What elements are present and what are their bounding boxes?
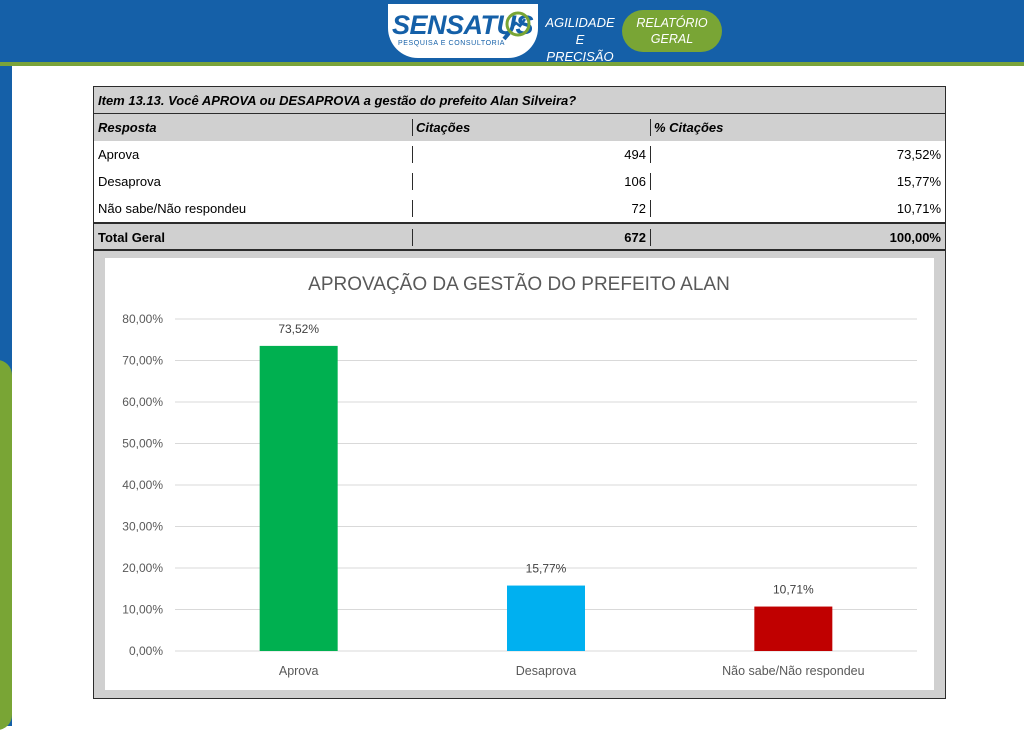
cell-percent: 15,77% [896,174,941,189]
data-label: 10,71% [773,583,814,597]
table-row: Não sabe/Não respondeu 72 10,71% [94,195,945,222]
cell-percent: 73,52% [896,147,941,162]
cell-resposta: Aprova [98,147,140,162]
column-header-resposta: Resposta [98,120,157,135]
column-separator [650,146,651,163]
column-separator [412,173,413,190]
y-tick-label: 60,00% [122,395,163,409]
magnifier-chart-icon [502,11,531,41]
data-label: 15,77% [526,562,567,576]
table-title-row: Item 13.13. Você APROVA ou DESAPROVA a g… [94,87,945,114]
column-separator [412,229,413,246]
y-tick-label: 10,00% [122,603,163,617]
column-separator [650,229,651,246]
header-divider [0,62,1024,66]
tagline: AGILIDADE E PRECISÃO [545,15,615,64]
cell-citacoes: 494 [624,147,646,162]
cell-total-label: Total Geral [98,230,165,245]
y-tick-label: 20,00% [122,561,163,575]
column-separator [650,200,651,217]
y-tick-label: 70,00% [122,354,163,368]
cell-resposta: Desaprova [98,174,161,189]
bar-chart: APROVAÇÃO DA GESTÃO DO PREFEITO ALAN 0,0… [122,273,917,678]
cell-percent: 10,71% [896,201,941,216]
y-tick-label: 40,00% [122,478,163,492]
column-separator [412,146,413,163]
column-separator [412,200,413,217]
table-header-row: Resposta Citações % Citações [94,114,945,141]
table-row: Aprova 494 73,52% [94,141,945,168]
y-tick-label: 80,00% [122,312,163,326]
brand-logo-subtitle: PESQUISA E CONSULTORIA [398,40,506,47]
x-tick-label: Desaprova [516,664,576,678]
column-separator [650,119,651,136]
chart-panel: APROVAÇÃO DA GESTÃO DO PREFEITO ALAN 0,0… [105,258,934,690]
y-tick-label: 30,00% [122,520,163,534]
report-badge: RELATÓRIO GERAL [622,10,722,52]
cell-total-percent: 100,00% [889,230,941,245]
column-header-percent: % Citações [654,120,724,135]
cell-citacoes: 106 [624,174,646,189]
left-accent-green [0,360,12,730]
column-separator [412,119,413,136]
column-separator [650,173,651,190]
y-tick-label: 0,00% [129,644,163,658]
cell-total-citacoes: 672 [624,230,646,245]
data-label: 73,52% [278,322,319,336]
x-tick-label: Não sabe/Não respondeu [722,664,865,678]
table-title: Item 13.13. Você APROVA ou DESAPROVA a g… [98,93,577,108]
column-header-citacoes: Citações [416,120,471,135]
table-total-row: Total Geral 672 100,00% [94,222,945,249]
cell-citacoes: 72 [631,201,646,216]
table-row: Desaprova 106 15,77% [94,168,945,195]
cell-resposta: Não sabe/Não respondeu [98,201,247,216]
x-tick-label: Aprova [279,664,319,678]
bar-3 [754,606,833,651]
bar-1 [259,345,338,651]
chart-title: APROVAÇÃO DA GESTÃO DO PREFEITO ALAN [308,273,730,295]
results-table: Item 13.13. Você APROVA ou DESAPROVA a g… [93,86,946,250]
y-tick-label: 50,00% [122,437,163,451]
bar-2 [507,585,585,651]
